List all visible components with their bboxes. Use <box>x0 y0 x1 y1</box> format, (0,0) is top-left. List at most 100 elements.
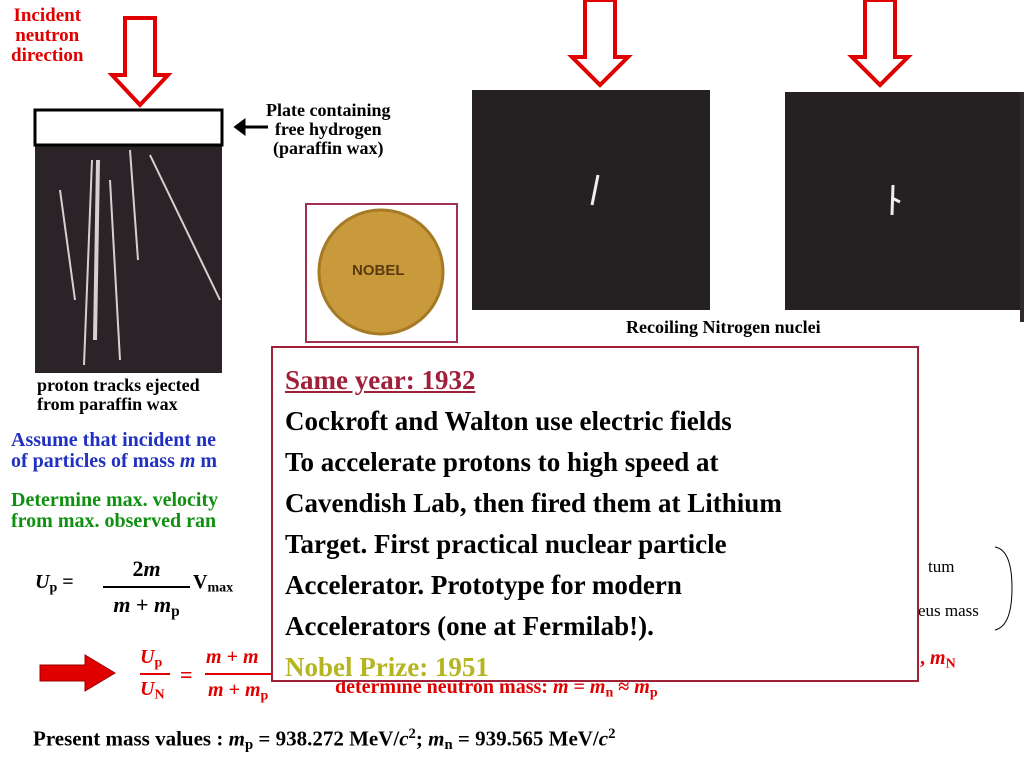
text-run: U <box>140 646 155 668</box>
formula-2-rhs-den: m + mp <box>208 680 268 704</box>
formula-2-tail: , mN <box>920 648 956 672</box>
text-run: p <box>171 602 180 620</box>
text-run: ≈ <box>613 676 635 698</box>
text-run: = 938.272 MeV/ <box>253 726 400 751</box>
arrows <box>107 0 913 108</box>
text-run: (paraffin wax) <box>273 137 384 158</box>
formula-2-eq: = <box>180 662 193 687</box>
assume-text: Assume that incident ne of particles of … <box>11 430 217 472</box>
text-run: p <box>154 655 163 671</box>
text-run: ; <box>415 726 429 751</box>
text-run: Determine max. velocity <box>11 489 219 511</box>
medal-text: NOBEL <box>352 262 405 279</box>
text-run: m + m <box>208 679 261 701</box>
overlay-lines: Cockroft and Walton use electric fields T… <box>285 401 917 647</box>
text-run: p <box>49 580 58 596</box>
formula-1-rhs: Vmax <box>193 572 233 596</box>
track <box>890 184 901 216</box>
shape <box>59 189 76 301</box>
shape: of particles of mass m m <box>11 451 217 472</box>
overlay-line: Target. First practical nuclear particle <box>285 529 727 559</box>
text-run: N <box>154 687 165 703</box>
text-run: m <box>153 592 172 617</box>
photo-edge <box>1020 92 1024 322</box>
text-run: p <box>260 688 269 704</box>
text-run: n <box>444 737 453 754</box>
text-run: m <box>179 450 196 472</box>
pointer-arrow <box>233 118 268 136</box>
tracks <box>59 149 221 366</box>
text-run: m <box>930 647 946 669</box>
formula-2-lhs-den: UN <box>140 679 165 703</box>
overlay-box: Same year: 1932 Cockroft and Walton use … <box>271 346 919 682</box>
text-run: Assume that incident ne <box>11 429 217 451</box>
text-run: proton tracks ejected <box>37 375 200 395</box>
overlay-line: Cavendish Lab, then fired them at Lithiu… <box>285 488 782 518</box>
shape <box>83 159 93 366</box>
formula-1-num: 2m <box>103 556 190 582</box>
shape <box>129 149 139 261</box>
fragment: tum <box>928 557 955 576</box>
text-run: + <box>130 592 154 617</box>
text-run: p <box>649 685 658 701</box>
overlay-line: Accelerator. Prototype for modern <box>285 570 682 600</box>
text-run: free hydrogen <box>274 118 382 139</box>
photo-nitrogen-1 <box>472 90 710 310</box>
shape <box>93 159 100 341</box>
text-run: from max. observed ran <box>11 510 217 532</box>
text-run: = <box>57 571 74 593</box>
recoil-label: Recoiling Nitrogen nuclei <box>626 317 821 337</box>
text-run: Present mass values : <box>33 726 229 751</box>
formula-2-lhs-num: Up <box>140 647 162 671</box>
text-run: m <box>143 556 161 581</box>
overlay-line: To accelerate protons to high speed at <box>285 447 719 477</box>
text-run: U <box>35 571 50 593</box>
down-arrow <box>107 16 173 108</box>
text-run: = <box>568 676 590 698</box>
shape <box>109 179 121 361</box>
text-run: = 939.565 MeV/ <box>452 726 599 751</box>
plate <box>33 108 224 147</box>
text-run: c <box>399 726 409 751</box>
overlay-footer: Nobel Prize: 1951 <box>285 652 489 682</box>
shape <box>149 154 221 301</box>
plate-label: Plate containing free hydrogen (paraffin w… <box>266 101 391 158</box>
overlay-line: Accelerators (one at Fermilab!). <box>285 611 654 641</box>
formula-1-den: m + mp <box>100 592 193 621</box>
track <box>590 174 600 206</box>
implies-arrow <box>39 654 116 692</box>
text-run: m <box>428 726 445 751</box>
text-run: Plate containing <box>266 100 391 120</box>
text-run: V <box>193 571 208 593</box>
text-run: c <box>598 726 609 751</box>
text-run: neutron <box>15 24 80 46</box>
text-run: of particles of mass <box>11 450 180 472</box>
determine-text: Determine max. velocity from max. observe… <box>11 490 218 532</box>
text-run: 2 <box>408 726 416 742</box>
text-run: m <box>113 592 131 617</box>
formula-2-rhs-num: m + m <box>206 646 259 668</box>
overlay-line: Cockroft and Walton use electric fields <box>285 406 732 436</box>
present-mass: Present mass values : mp = 938.272 MeV/c… <box>33 726 616 754</box>
photo-paraffin <box>35 145 222 373</box>
down-arrow <box>847 0 913 88</box>
fragment: eus mass <box>918 601 979 620</box>
text-run: N <box>945 656 956 672</box>
text-run: p <box>244 737 254 754</box>
medal <box>317 208 445 336</box>
overlay-heading: Same year: 1932 <box>285 365 476 395</box>
down-arrow <box>567 0 633 88</box>
text-run: from paraffin wax <box>37 393 178 414</box>
text-run: 2 <box>132 556 144 581</box>
text-run: Incident <box>13 5 82 26</box>
formula-1-lhs: Up = <box>35 572 74 596</box>
text-run: 2 <box>608 726 616 742</box>
brace <box>994 546 1013 631</box>
text-run: n <box>605 685 614 701</box>
text-run: U <box>140 678 155 700</box>
text-run: direction <box>11 44 84 66</box>
text-run: m <box>228 726 245 751</box>
proton-label: proton tracks ejected from paraffin wax <box>37 376 200 414</box>
